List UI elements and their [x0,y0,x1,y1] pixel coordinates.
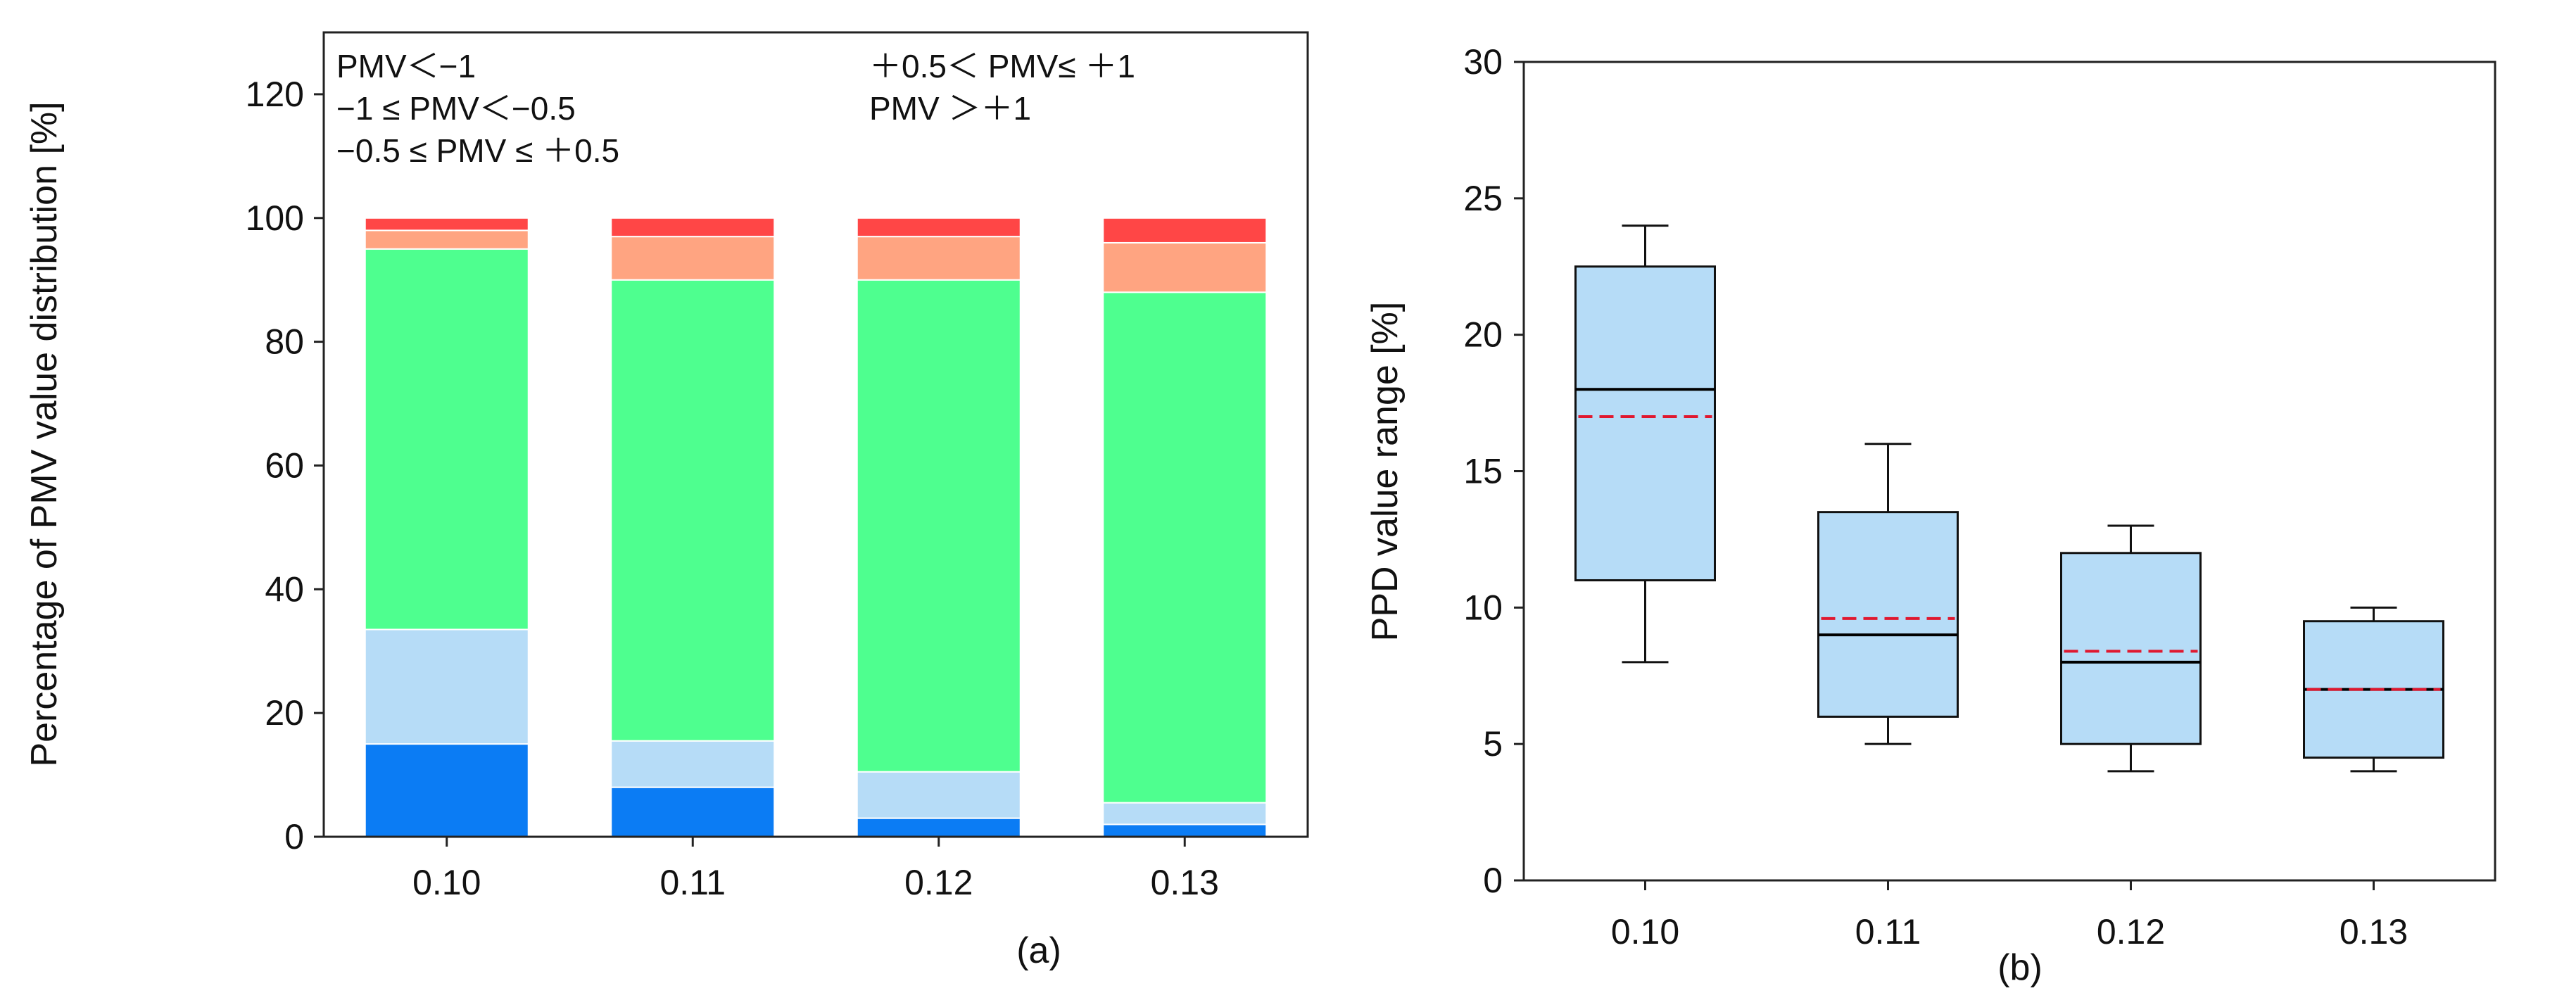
x-tick-label: 0.12 [2097,912,2165,951]
legend-item: ＋0.5＜ PMV≤ ＋1 [869,48,1135,84]
bar-segment [856,817,1021,837]
y-tick-label: 80 [265,322,304,362]
bar-segment [856,236,1021,281]
y-tick-label: 25 [1463,179,1503,218]
y-axis: 0 20 40 60 80 100 120 [246,75,324,856]
bar-segment [364,229,529,250]
plot-frame [322,31,1309,838]
y-axis-title: PPD value range [%] [1365,302,1406,642]
x-tick-label: 0.12 [904,863,973,902]
y-tick-label: 40 [265,569,304,609]
y-tick-label: 5 [1483,724,1503,764]
bar-segment [856,217,1021,238]
stacked-bar-chart-panel: 0 20 40 60 80 100 120 0.10 0.11 0.12 0.13 PMV＜−1 … [24,31,1309,971]
x-tick-label: 0.11 [1855,912,1921,951]
y-tick-label: 20 [265,693,304,733]
bar-segment [610,217,776,238]
box [1574,265,1716,582]
x-tick-label: 0.13 [1151,863,1219,902]
bar-segment [364,743,529,837]
x-tick-label: 0.10 [1611,912,1679,951]
panel-label: (b) [1997,947,2043,988]
bar-segment [1102,802,1268,826]
x-axis: 0.10 0.11 0.12 0.13 [412,837,1219,902]
y-tick-label: 100 [246,198,304,238]
box-plot-panel: 0 5 10 15 20 25 30 0.10 0.11 0.12 0.13 PPD value … [1365,42,2496,988]
y-axis: 0 5 10 15 20 25 30 [1463,42,1524,900]
x-tick-label: 0.13 [2340,912,2408,951]
box [2060,552,2202,745]
legend-item: PMV＜−1 [336,48,476,84]
bar-segment [1102,823,1268,838]
x-axis: 0.10 0.11 0.12 0.13 [1611,880,2408,951]
bar-group [364,217,1268,838]
bar-segment [610,279,776,742]
bar-segment [1102,241,1268,293]
box-group [1574,224,2444,773]
bar-segment [364,217,529,232]
y-tick-label: 30 [1463,42,1503,82]
bar-segment [1102,217,1268,243]
bar-segment [610,786,776,837]
y-tick-label: 60 [265,445,304,485]
y-tick-label: 10 [1463,588,1503,627]
x-tick-label: 0.11 [659,863,726,902]
bar-segment [1102,291,1268,804]
x-tick-label: 0.10 [412,863,481,902]
bar-segment [364,628,529,745]
bar-segment [364,248,529,631]
legend: PMV＜−1 −1 ≤ PMV＜−0.5 −0.5 ≤ PMV ≤ ＋0.5 ＋… [336,48,1135,169]
panel-label: (a) [1016,930,1061,971]
y-tick-label: 120 [246,75,304,114]
y-axis-title: Percentage of PMV value distribution [%] [24,101,65,766]
y-tick-label: 0 [1483,861,1503,900]
bar-segment [856,279,1021,773]
legend-item: −1 ≤ PMV＜−0.5 [336,90,576,127]
bar-segment [856,771,1021,819]
y-tick-label: 0 [284,817,304,856]
legend-item: −0.5 ≤ PMV ≤ ＋0.5 [336,132,619,169]
bar-segment [610,740,776,788]
legend-item: PMV ＞＋1 [869,90,1031,127]
y-tick-label: 20 [1463,315,1503,355]
y-tick-label: 15 [1463,452,1503,491]
box [1817,511,1959,718]
bar-segment [610,236,776,281]
